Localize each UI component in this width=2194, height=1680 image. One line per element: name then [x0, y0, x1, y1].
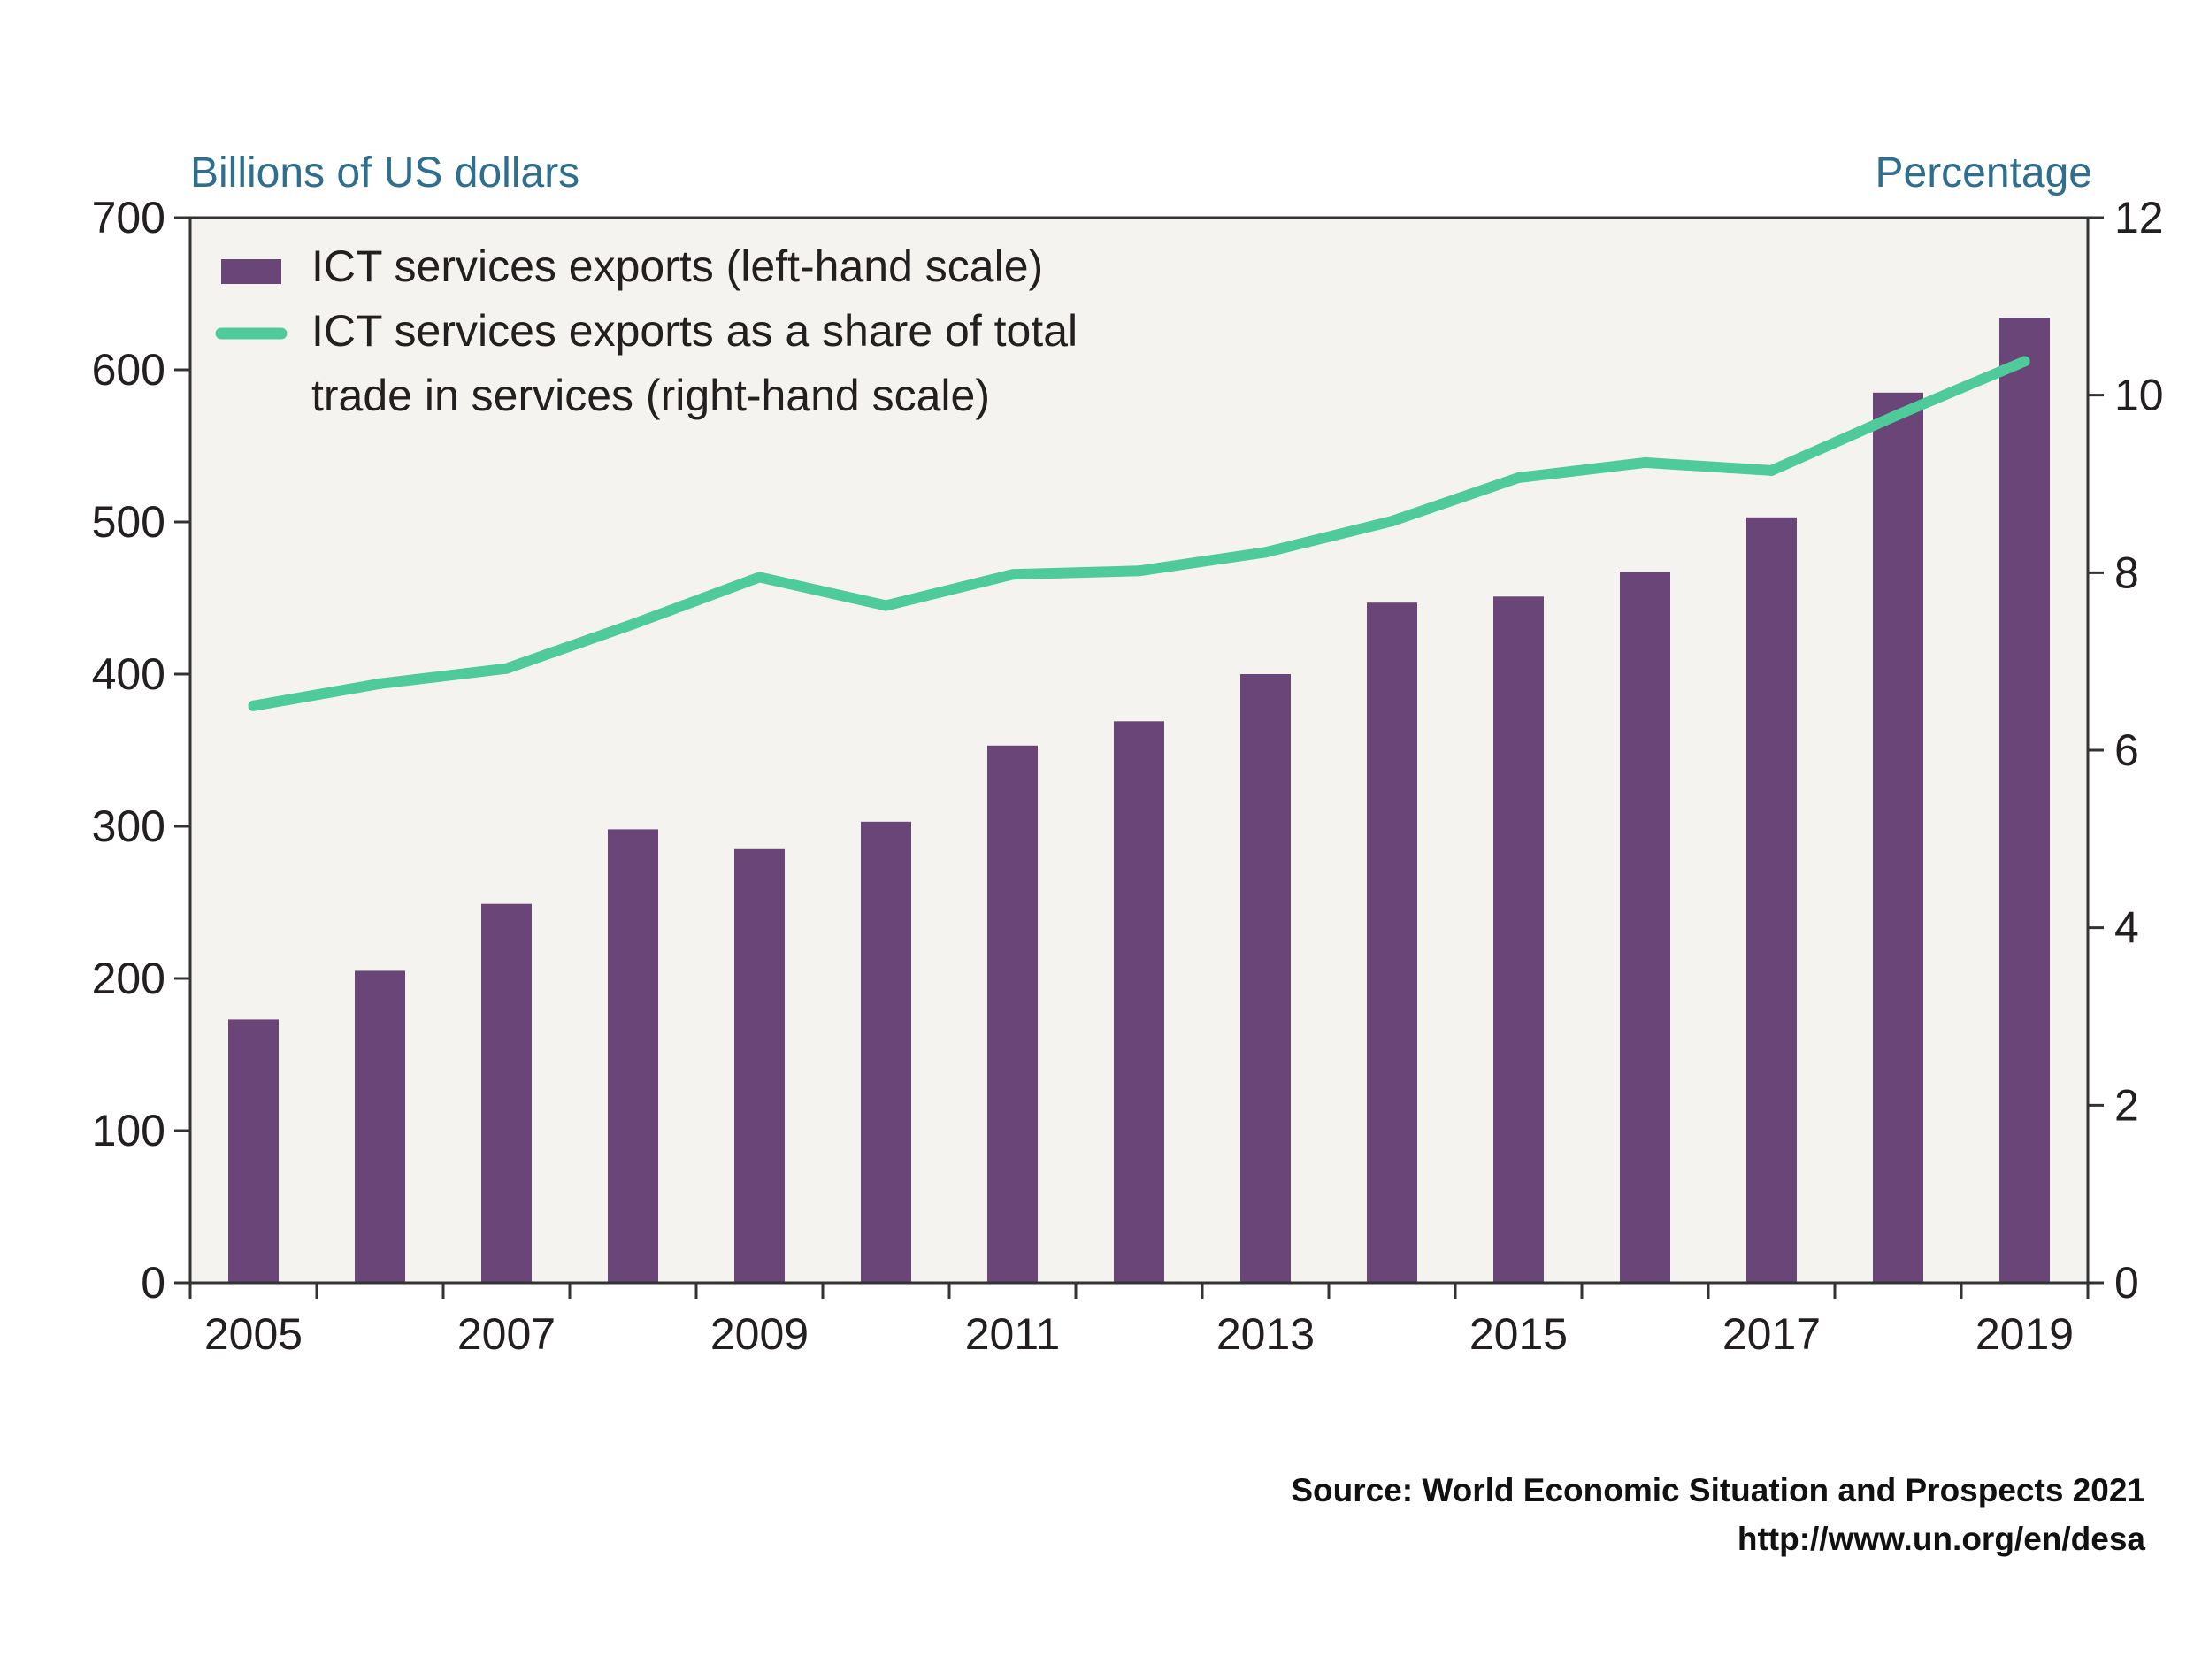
x-tick-label: 2007 [457, 1309, 556, 1359]
right-tick-label: 6 [2114, 725, 2139, 775]
legend-swatch-bars [221, 259, 281, 284]
legend-label-bars: ICT services exports (left-hand scale) [311, 242, 1043, 291]
bar-2016 [1620, 572, 1670, 1283]
line-point-2016 [1639, 456, 1651, 468]
line-point-2017 [1766, 464, 1777, 476]
line-point-2012 [1133, 565, 1145, 577]
bar-2015 [1493, 596, 1544, 1283]
left-tick-label: 600 [92, 345, 165, 395]
x-tick-label: 2019 [1975, 1309, 2074, 1359]
right-axis: 0 2 4 6 8 10 12 [2088, 193, 2164, 1308]
line-point-2006 [374, 678, 386, 689]
x-tick-label: 2017 [1722, 1309, 1821, 1359]
bar-2006 [355, 970, 405, 1283]
line-point-2011 [1007, 569, 1018, 580]
right-tick-label: 0 [2114, 1258, 2139, 1308]
line-point-2009 [754, 572, 765, 583]
source-url[interactable]: http://www.un.org/en/desa [1738, 1521, 2146, 1557]
bar-2012 [1114, 721, 1164, 1283]
right-tick-label: 12 [2114, 193, 2164, 242]
left-tick-label: 300 [92, 802, 165, 851]
legend-label-line-1: ICT services exports as a share of total [311, 306, 1078, 356]
left-tick-label: 700 [92, 193, 165, 242]
bar-2008 [608, 829, 658, 1283]
line-point-2019 [2019, 356, 2030, 367]
bar-2009 [734, 848, 785, 1283]
legend: ICT services exports (left-hand scale) I… [215, 242, 1078, 420]
line-point-2014 [1386, 516, 1398, 527]
line-point-2010 [880, 600, 892, 611]
x-tick-label: 2009 [710, 1309, 809, 1359]
left-axis-title: Billions of US dollars [190, 150, 579, 196]
bar-2010 [861, 821, 911, 1283]
left-tick-label: 100 [92, 1106, 165, 1155]
left-axis: 0 100 200 300 400 500 600 700 [92, 193, 190, 1308]
left-tick-label: 400 [92, 649, 165, 699]
x-tick-label: 2005 [204, 1309, 303, 1359]
bar-2011 [987, 745, 1038, 1283]
bar-2017 [1746, 517, 1797, 1283]
bar-2005 [228, 1019, 279, 1283]
legend-label-line-2: trade in services (right-hand scale) [311, 371, 990, 420]
right-tick-label: 8 [2114, 548, 2139, 597]
line-point-2018 [1892, 409, 1904, 420]
right-tick-label: 10 [2114, 371, 2164, 420]
right-tick-label: 2 [2114, 1080, 2139, 1130]
line-layer [248, 356, 2030, 711]
right-axis-title: Percentage [1875, 150, 2092, 196]
left-tick-label: 200 [92, 954, 165, 1003]
right-tick-label: 4 [2114, 903, 2139, 953]
x-tick-label: 2015 [1469, 1309, 1568, 1359]
bar-2018 [1873, 392, 1923, 1283]
line-point-2007 [501, 663, 512, 674]
bar-2019 [1999, 318, 2050, 1283]
x-tick-label: 2011 [965, 1309, 1061, 1359]
source-credit: Source: World Economic Situation and Pro… [1291, 1472, 2145, 1508]
line-point-2015 [1513, 472, 1524, 483]
x-axis: 2005 2007 2009 2011 2013 2015 2017 2019 [188, 1283, 2090, 1359]
left-tick-label: 500 [92, 497, 165, 547]
bar-2007 [481, 903, 532, 1283]
line-point-2005 [248, 700, 259, 711]
line-point-2008 [627, 618, 639, 630]
bars-layer [228, 318, 2050, 1283]
bar-2013 [1240, 674, 1291, 1283]
x-tick-label: 2013 [1216, 1309, 1315, 1359]
left-tick-label: 0 [141, 1258, 165, 1308]
bar-2014 [1367, 602, 1417, 1283]
line-point-2013 [1260, 547, 1271, 558]
